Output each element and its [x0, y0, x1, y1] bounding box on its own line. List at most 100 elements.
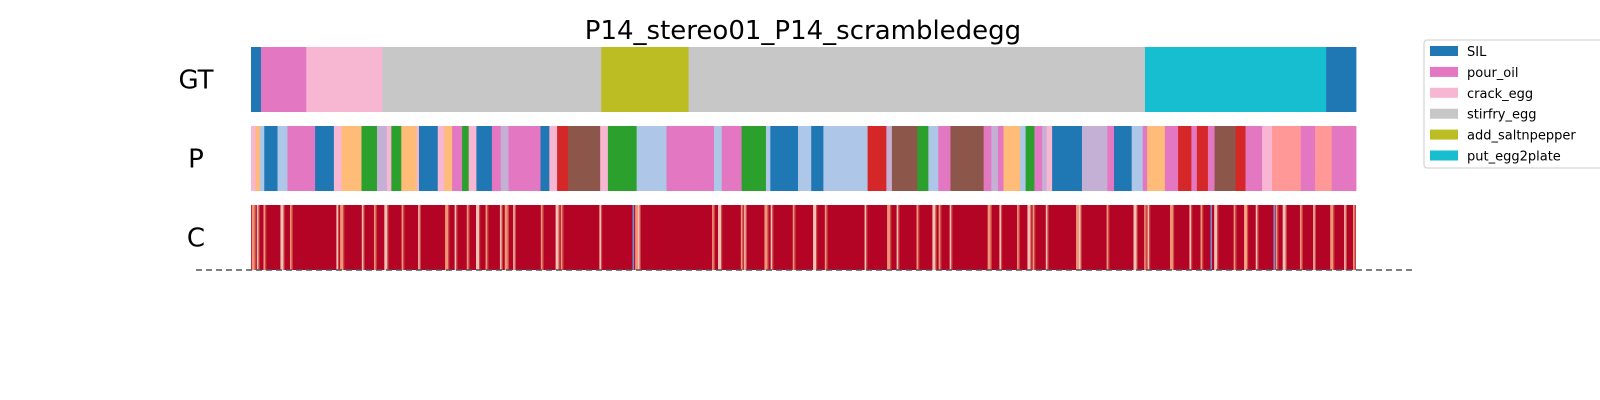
- segment-pour-oil: [666, 126, 715, 191]
- segment-SIL: [811, 126, 824, 191]
- segment-pour-oil: [287, 126, 316, 191]
- legend-label-put-egg2plate: put_egg2plate: [1467, 150, 1561, 165]
- confidence-edge: [1080, 205, 1082, 270]
- confidence-edge: [1034, 205, 1036, 270]
- segment-light-blue: [636, 126, 667, 191]
- segment-stirfry-egg: [382, 47, 602, 112]
- confidence-edge: [291, 205, 293, 270]
- confidence-dip: [1282, 205, 1286, 270]
- segment-pour-oil: [1207, 126, 1215, 191]
- confidence-edge: [713, 205, 715, 270]
- confidence-edge: [826, 205, 828, 270]
- confidence-dip: [504, 205, 508, 270]
- confidence-edge: [1217, 205, 1219, 270]
- segment-lavender: [991, 126, 999, 191]
- confidence-dip: [1045, 205, 1048, 270]
- confidence-dip: [540, 205, 543, 270]
- segment-brown: [950, 126, 985, 191]
- segment-pink: [437, 126, 445, 191]
- segment-light-blue: [714, 126, 723, 191]
- confidence-dip: [513, 205, 515, 270]
- confidence-dip: [1144, 205, 1146, 270]
- segment-salmon: [1272, 126, 1302, 191]
- confidence-edge: [935, 205, 937, 270]
- segment-green: [917, 126, 929, 191]
- confidence-edge: [283, 205, 285, 270]
- segment-pour-oil: [1245, 126, 1263, 191]
- legend-swatch-add-saltnpepper: [1430, 129, 1458, 140]
- segment-red: [1178, 126, 1192, 191]
- confidence-dip: [560, 205, 563, 270]
- confidence-dip: [445, 205, 449, 270]
- segment-green: [391, 126, 402, 191]
- confidence-edge: [1285, 205, 1287, 270]
- confidence-dip: [1330, 205, 1334, 270]
- segment-pour-oil: [1300, 126, 1316, 191]
- segment-orange: [1147, 126, 1166, 191]
- confidence-dip: [1244, 205, 1247, 270]
- confidence-edge: [456, 205, 458, 270]
- segment-pour-oil: [983, 126, 992, 191]
- segment-lavender: [1042, 126, 1047, 191]
- segment-pink: [1046, 126, 1053, 191]
- segment-green: [361, 126, 367, 191]
- confidence-dip: [485, 205, 488, 270]
- segment-SIL: [540, 126, 550, 191]
- confidence-dip: [864, 205, 867, 270]
- confidence-edge: [1149, 205, 1151, 270]
- confidence-edge: [1172, 205, 1175, 270]
- segment-green: [741, 126, 767, 191]
- segment-orange: [341, 126, 362, 191]
- confidence-dip: [1017, 205, 1019, 270]
- confidence-dip: [1275, 205, 1278, 270]
- confidence-dip: [418, 205, 420, 270]
- segment-green: [1025, 126, 1035, 191]
- confidence-edge: [1354, 205, 1356, 270]
- confidence-edge: [898, 205, 900, 270]
- confidence-dip: [1076, 205, 1080, 270]
- confidence-dip: [770, 205, 773, 270]
- row-p: [251, 126, 1357, 191]
- confidence-edge: [1030, 205, 1032, 270]
- segment-lavender: [886, 126, 893, 191]
- legend-swatch-crack-egg: [1430, 87, 1458, 98]
- segmentation-rows: GT P C: [178, 47, 1357, 270]
- confidence-edge: [1136, 205, 1138, 270]
- confidence-edge: [363, 205, 365, 270]
- confidence-dip: [555, 205, 559, 270]
- confidence-edge: [1314, 205, 1317, 270]
- segment-pink: [549, 126, 558, 191]
- confidence-dip: [340, 205, 344, 270]
- confidence-dip: [1200, 205, 1203, 270]
- confidence-dip: [949, 205, 952, 270]
- confidence-edge: [767, 205, 769, 270]
- segment-green: [462, 126, 470, 191]
- confidence-edge: [600, 205, 603, 270]
- segment-pour-oil: [1142, 126, 1148, 191]
- confidence-dip: [1169, 205, 1173, 270]
- confidence-dip: [744, 205, 746, 270]
- confidence-dip: [1078, 205, 1081, 270]
- segment-lavender: [1081, 126, 1108, 191]
- confidence-edge: [990, 205, 992, 270]
- segment-light-blue: [1020, 126, 1027, 191]
- segment-orange: [1003, 126, 1021, 191]
- confidence-edge: [1345, 205, 1347, 270]
- segment-brown: [891, 126, 918, 191]
- segment-orange: [444, 126, 453, 191]
- confidence-dip: [999, 205, 1001, 270]
- confidence-edge: [1277, 205, 1279, 270]
- row-gt: [251, 47, 1357, 112]
- segment-red: [1235, 126, 1246, 191]
- segment-light-blue: [277, 126, 288, 191]
- segment-light-blue: [765, 126, 771, 191]
- confidence-edge: [514, 205, 516, 270]
- segment-pour-oil: [721, 126, 743, 191]
- confidence-dip: [599, 205, 601, 270]
- segment-light-blue: [823, 126, 868, 191]
- confidence-edge: [562, 205, 564, 270]
- confidence-edge: [387, 205, 389, 270]
- confidence-dip: [1299, 205, 1302, 270]
- confidence-edge: [1108, 205, 1110, 270]
- segment-stirfry-egg: [688, 47, 1146, 112]
